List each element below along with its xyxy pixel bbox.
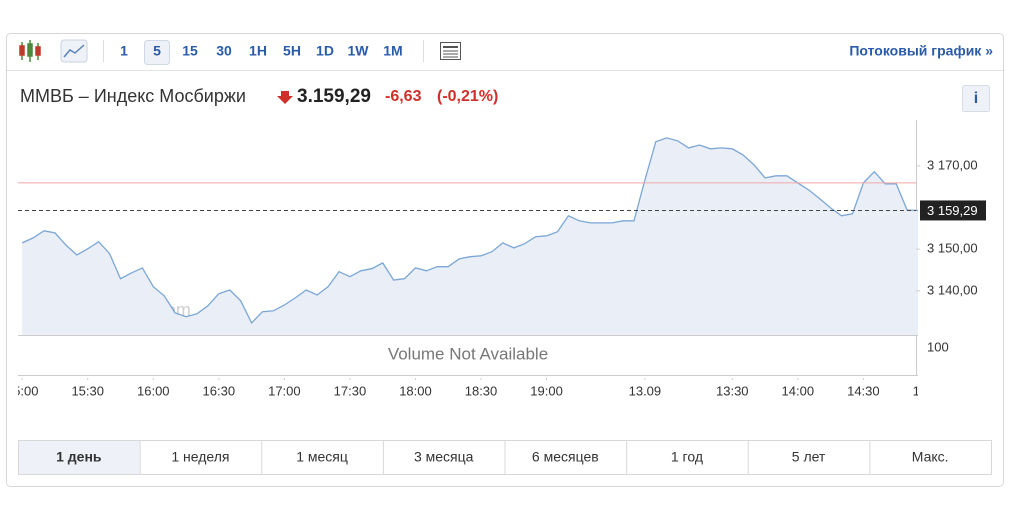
streaming-link[interactable]: Потоковый график »	[849, 43, 993, 59]
interval-button[interactable]: 1	[120, 43, 128, 59]
x-tick-label: 13.09	[629, 383, 662, 398]
period-button[interactable]: 6 месяцев	[532, 449, 599, 465]
period-button[interactable]: Макс.	[912, 449, 949, 465]
period-button[interactable]: 3 месяца	[414, 449, 474, 465]
last-price-label: 3 159,29	[927, 203, 978, 218]
period-button[interactable]: 1 неделя	[171, 449, 229, 465]
price-area	[22, 137, 918, 335]
x-tick-label: 13:30	[716, 383, 749, 398]
change-pct: (-0,21%)	[437, 88, 498, 105]
area-icon[interactable]	[60, 39, 88, 63]
x-tick-label: 16:00	[137, 383, 170, 398]
interval-button[interactable]: 1W	[348, 43, 370, 59]
y-tick-label: 3 140,00	[927, 282, 978, 297]
x-tick-label: 18:00	[399, 383, 432, 398]
price-line	[21, 137, 919, 325]
price: 3.159,29	[297, 86, 371, 107]
x-tick-label: 15:00	[913, 383, 946, 398]
volume-tick-label: 100	[927, 339, 949, 354]
interval-button[interactable]: 5H	[283, 43, 301, 59]
period-button[interactable]: 5 лет	[792, 449, 826, 465]
info-label[interactable]: i	[974, 90, 978, 107]
x-tick-label: 15:00	[6, 383, 39, 398]
instrument-name: ММВБ – Индекс Мосбиржи	[20, 86, 246, 106]
y-tick-label: 3 150,00	[927, 241, 978, 256]
interval-button[interactable]: 15	[182, 43, 198, 59]
info-button[interactable]	[962, 85, 990, 112]
interval-selected[interactable]	[144, 40, 170, 65]
x-tick-label: 17:30	[334, 383, 367, 398]
x-tick-label: 15:30	[71, 383, 104, 398]
interval-button[interactable]: 1H	[249, 43, 267, 59]
period-button[interactable]: 1 месяц	[296, 449, 348, 465]
interval-button[interactable]: 30	[216, 43, 232, 59]
y-tick-label: 3 170,00	[927, 157, 978, 172]
x-tick-label: 16:30	[203, 383, 236, 398]
x-tick-label: 17:00	[268, 383, 301, 398]
x-tick-label: 14:30	[847, 383, 880, 398]
interval-button[interactable]: 1D	[316, 43, 334, 59]
down-arrow	[277, 91, 293, 104]
period-button[interactable]: 1 год	[671, 449, 703, 465]
period-button[interactable]: 1 день	[56, 449, 102, 465]
change: -6,63	[385, 88, 422, 105]
interval-button[interactable]: 5	[153, 43, 161, 59]
interval-button[interactable]: 1M	[383, 43, 402, 59]
last-price-tag	[920, 200, 986, 221]
x-tick-label: 19:00	[530, 383, 563, 398]
x-tick-label: 18:30	[465, 383, 498, 398]
candle-icon[interactable]	[19, 40, 41, 62]
x-tick-label: 14:00	[782, 383, 815, 398]
period-selected[interactable]	[19, 441, 140, 474]
volume-note: Volume Not Available	[388, 344, 548, 363]
table-icon[interactable]	[440, 42, 461, 60]
